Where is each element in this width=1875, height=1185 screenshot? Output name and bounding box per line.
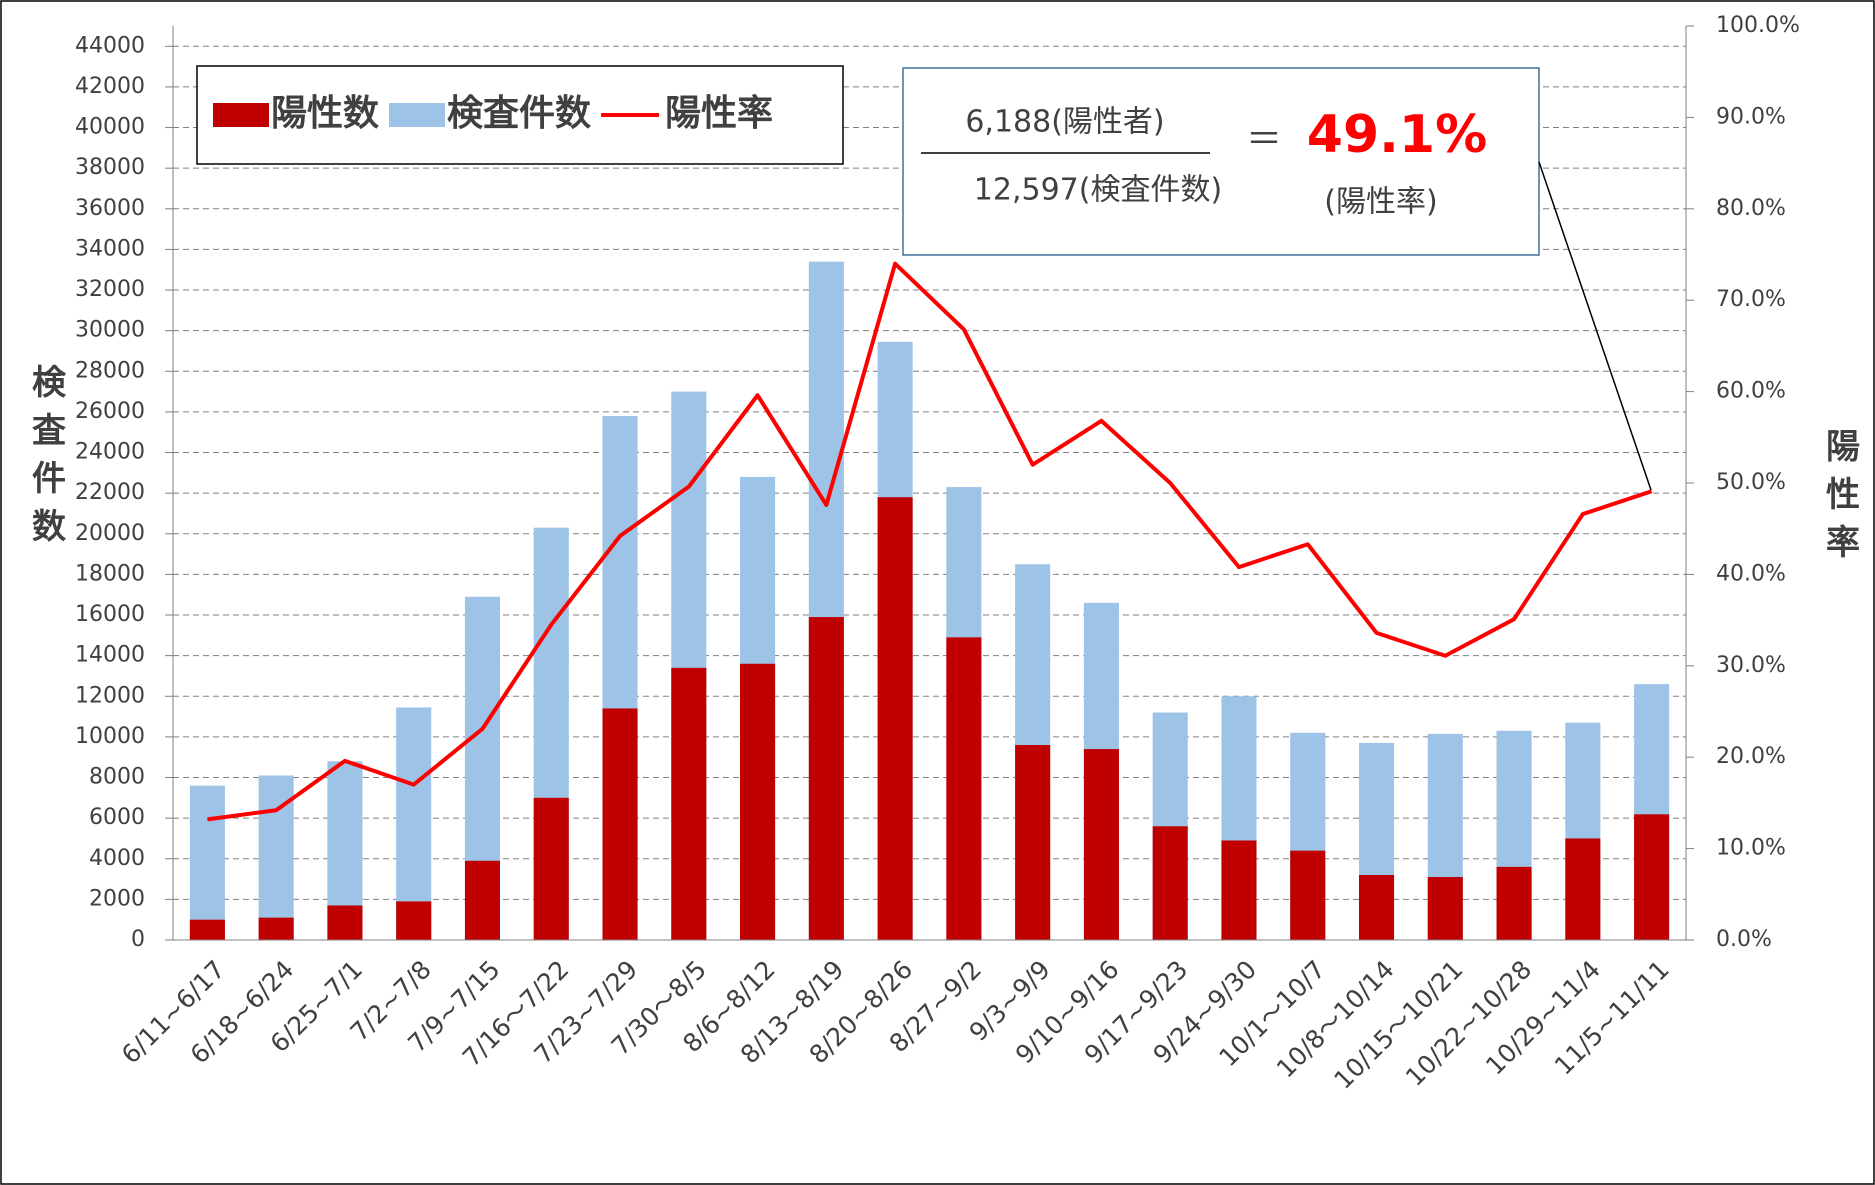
y2-tick-label: 100.0% (1716, 13, 1800, 38)
bar (327, 905, 363, 940)
y-tick-label: 14000 (75, 643, 145, 668)
bar (1565, 838, 1601, 940)
bar (396, 707, 432, 940)
annotation: 6,188(陽性者) 12,597(検査件数) ＝ 49.1% (陽性率) (902, 67, 1652, 491)
y-tick-label: 4000 (89, 846, 145, 871)
y2-tick-label: 90.0% (1716, 104, 1786, 129)
y-tick-label: 28000 (75, 358, 145, 383)
bar (1290, 850, 1326, 940)
bar (808, 617, 844, 940)
y2-axis-label: 陽性率 (1820, 428, 1860, 572)
y-tick-label: 8000 (89, 765, 145, 790)
y-tick-label: 0 (131, 927, 145, 952)
bar (1152, 826, 1188, 940)
bar (877, 497, 913, 940)
y2-tick-label: 30.0% (1716, 653, 1786, 678)
bar (1496, 866, 1532, 940)
annotation-equals: ＝ (1246, 119, 1282, 160)
bar (1083, 749, 1119, 940)
y-tick-label: 20000 (75, 521, 145, 546)
annotation-numerator: 6,188(陽性者) (965, 105, 1164, 140)
y-tick-label: 26000 (75, 399, 145, 424)
y-tick-label: 12000 (75, 683, 145, 708)
bar (1634, 814, 1670, 940)
y-tick-label: 10000 (75, 724, 145, 749)
legend-swatch (389, 103, 446, 127)
y-tick-label: 36000 (75, 196, 145, 221)
y2-tick-label: 0.0% (1716, 927, 1772, 952)
bar (189, 785, 225, 940)
y-tick-label: 2000 (89, 886, 145, 911)
legend-label: 検査件数 (447, 93, 591, 134)
y-tick-label: 18000 (75, 561, 145, 586)
bar (1221, 840, 1257, 940)
annotation-denominator: 12,597(検査件数) (974, 173, 1222, 208)
y-tick-label: 40000 (75, 115, 145, 140)
bar (396, 901, 432, 940)
y-tick-label: 44000 (75, 33, 145, 58)
bar (1358, 875, 1395, 940)
leader-line (1538, 161, 1652, 491)
y2-tick-label: 70.0% (1716, 287, 1786, 312)
legend-label: 陽性数 (271, 93, 379, 134)
bar (946, 637, 982, 940)
y-tick-label: 38000 (75, 155, 145, 180)
annotation-box (902, 67, 1540, 256)
bar (1427, 877, 1463, 940)
y2-tick-label: 50.0% (1716, 470, 1786, 495)
bar (258, 917, 294, 940)
y2-tick-label: 10.0% (1716, 836, 1786, 861)
y-tick-label: 30000 (75, 318, 145, 343)
annotation-result-label: (陽性率) (1324, 185, 1437, 220)
y-tick-label: 32000 (75, 277, 145, 302)
y-axis-label: 検査件数 (26, 364, 66, 556)
y2-tick-label: 20.0% (1716, 744, 1786, 769)
y-tick-label: 34000 (75, 236, 145, 261)
y2-tick-label: 80.0% (1716, 196, 1786, 221)
legend-box (196, 65, 844, 165)
bar (1015, 745, 1051, 940)
legend-swatch (213, 103, 269, 127)
bar (671, 667, 707, 940)
bar (533, 797, 569, 940)
bar (189, 919, 225, 940)
bar (602, 708, 638, 940)
y2-tick-label: 40.0% (1716, 561, 1786, 586)
legend-label: 陽性率 (665, 93, 773, 134)
y-tick-label: 6000 (89, 805, 145, 830)
bar (740, 663, 776, 940)
bar (464, 860, 501, 940)
annotation-result: 49.1% (1307, 105, 1487, 165)
y2-tick-label: 60.0% (1716, 379, 1786, 404)
y-tick-label: 16000 (75, 602, 145, 627)
y-tick-label: 22000 (75, 480, 145, 505)
y-tick-label: 24000 (75, 440, 145, 465)
line (207, 261, 1653, 822)
y-tick-label: 42000 (75, 74, 145, 99)
